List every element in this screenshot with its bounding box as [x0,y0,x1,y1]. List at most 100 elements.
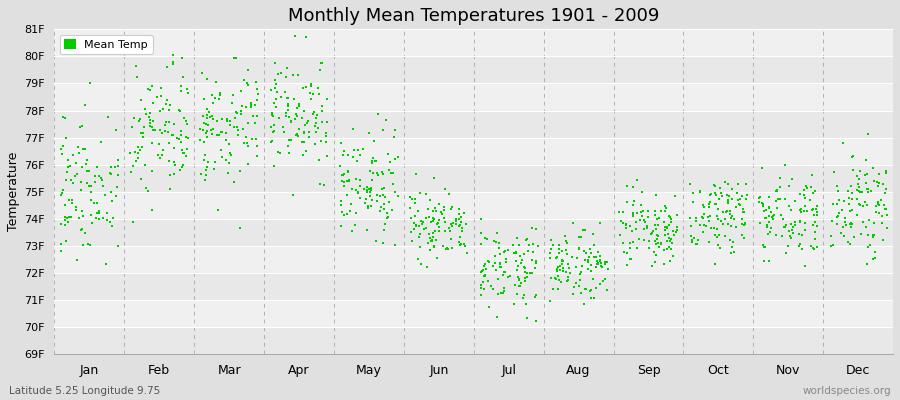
Point [762,229,777,235]
Point [449,217,464,224]
Point [490,230,504,236]
Bar [55,273,893,300]
Point [308,140,322,147]
Point [722,193,736,200]
Point [432,201,446,207]
Point [702,238,716,245]
Point [68,207,83,214]
Point [587,242,601,248]
Point [444,236,458,243]
Point [81,183,95,189]
Point [629,226,643,232]
Point [59,215,74,221]
Point [240,120,255,126]
Point [636,237,651,243]
Point [551,273,565,279]
Point [648,208,662,214]
Point [582,254,597,260]
Point [693,222,707,228]
Point [496,290,510,296]
Point [492,261,507,268]
Point [786,224,800,230]
Point [773,174,788,181]
Point [616,249,631,256]
Point [92,208,106,214]
Point [544,246,558,252]
Point [266,113,281,120]
Point [808,229,823,235]
Point [69,204,84,210]
Point [302,129,316,135]
Point [590,261,605,268]
Point [61,219,76,225]
Point [686,190,700,196]
Point [755,165,770,171]
Point [860,244,875,250]
Point [375,127,390,134]
Point [620,262,634,268]
Point [233,167,248,174]
Point [299,148,313,154]
Point [421,231,436,237]
Point [439,245,454,251]
Point [290,131,304,138]
Point [579,286,593,292]
Point [386,170,400,176]
Point [528,292,543,298]
Point [582,246,597,253]
Point [443,228,457,234]
Point [649,225,663,232]
Point [333,163,347,170]
Point [413,231,428,238]
Point [82,168,96,174]
Point [415,220,429,227]
Point [759,215,773,221]
Point [143,87,157,94]
Point [373,208,387,214]
Point [265,138,279,145]
Point [554,261,569,268]
Point [640,224,654,231]
Point [736,222,751,229]
Point [154,85,168,92]
Point [361,202,375,209]
Point [333,140,347,146]
Point [489,238,503,245]
Point [307,108,321,115]
Point [725,244,740,250]
Point [452,206,466,212]
Point [652,215,667,222]
Point [70,144,85,150]
Point [647,258,662,265]
Point [379,210,393,216]
Point [180,86,194,92]
Point [423,196,437,203]
Point [351,147,365,154]
Point [651,222,665,228]
Point [598,260,613,267]
Point [144,124,158,130]
Point [427,175,441,181]
Point [738,220,752,227]
Point [274,70,288,76]
Point [58,238,73,244]
Point [579,250,593,256]
Bar [55,300,893,327]
Point [734,232,749,238]
Point [313,60,328,66]
Point [171,106,185,113]
Point [626,202,640,208]
Point [230,132,245,138]
Point [140,86,155,92]
Point [625,228,639,234]
Point [491,245,506,251]
Point [387,133,401,140]
Point [543,254,557,261]
Point [363,167,377,174]
Point [309,120,323,127]
Point [130,155,145,161]
Point [662,222,676,228]
Point [414,260,428,267]
Point [238,76,252,83]
Point [58,217,72,223]
